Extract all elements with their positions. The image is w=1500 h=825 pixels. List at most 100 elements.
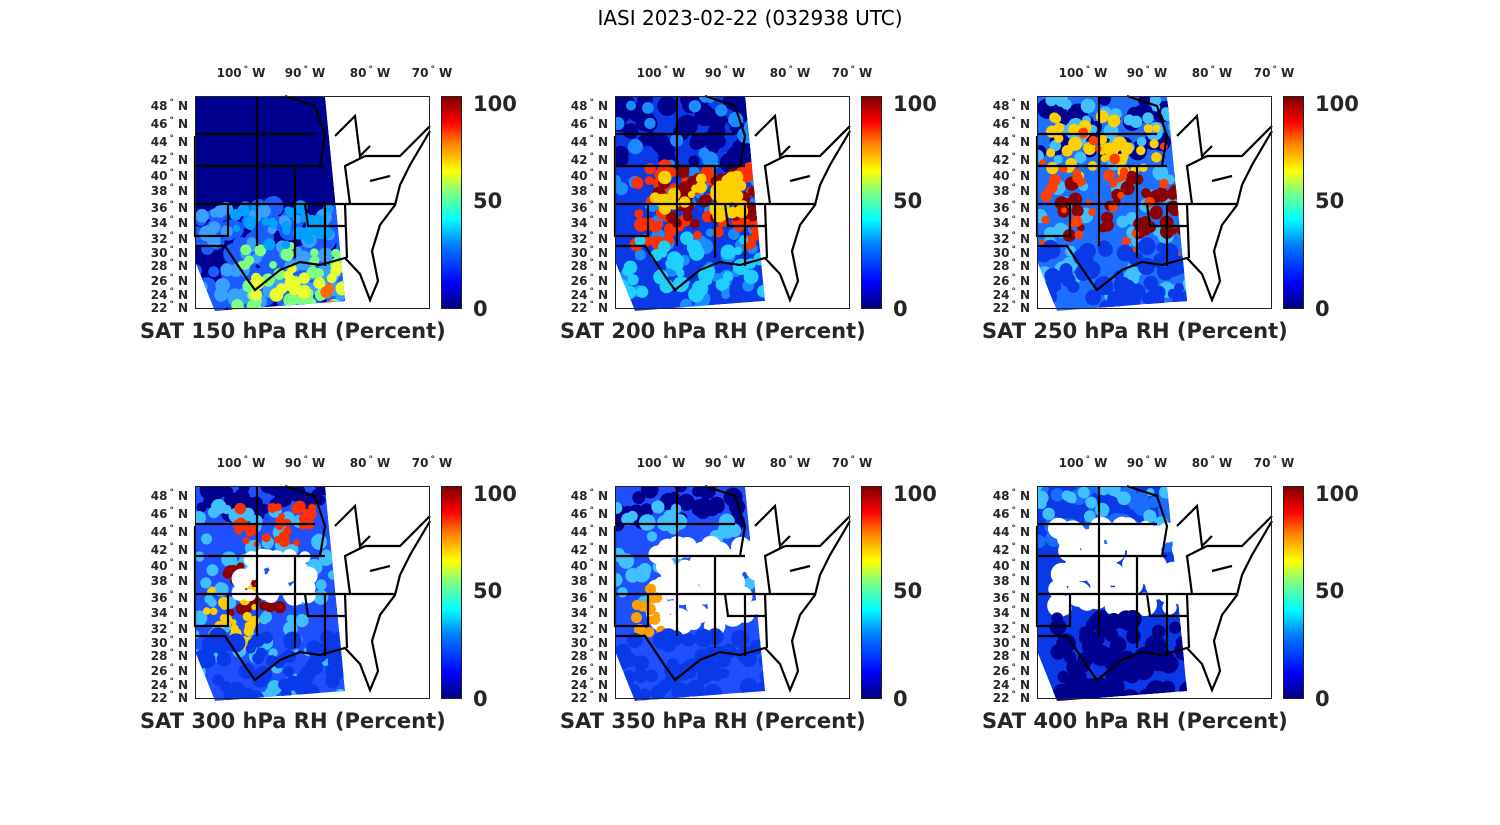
rh-observation <box>1097 240 1111 254</box>
lat-tick-label: 24 ° N <box>992 677 1030 692</box>
lat-tick-label: 34 ° N <box>150 605 188 620</box>
rh-observation <box>652 631 670 649</box>
colorbar-tick-label: 50 <box>473 579 503 603</box>
rh-observation <box>1182 166 1187 183</box>
rh-observation <box>210 498 227 515</box>
rh-observation <box>1085 289 1102 306</box>
rh-observation <box>1076 658 1091 673</box>
boundary-line <box>369 174 391 183</box>
rh-observation <box>1177 562 1187 581</box>
rh-observation <box>1048 579 1068 599</box>
rh-observation <box>658 679 672 693</box>
boundary-line <box>1185 203 1191 259</box>
lat-tick-label: 46 ° N <box>150 116 188 131</box>
rh-observation <box>1169 621 1182 634</box>
rh-observation <box>1136 145 1146 156</box>
rh-observation <box>743 577 756 590</box>
lat-tick-label: 42 ° N <box>992 152 1030 167</box>
rh-observation <box>265 574 281 590</box>
rh-observation <box>1163 112 1172 122</box>
rh-observation <box>1186 668 1187 689</box>
lat-tick-label: 48 ° N <box>150 98 188 113</box>
colorbar-tick-label: 0 <box>893 687 908 711</box>
rh-observation <box>1103 123 1119 140</box>
colorbar <box>1283 96 1304 309</box>
rh-observation <box>242 536 250 545</box>
colorbar-tick-label: 50 <box>893 579 923 603</box>
boundary-line <box>1185 155 1208 205</box>
colorbar <box>861 96 882 309</box>
lat-tick-label: 44 ° N <box>570 524 608 539</box>
rh-observation <box>670 608 690 628</box>
rh-observation <box>273 600 287 614</box>
rh-observation <box>615 547 626 563</box>
rh-observation <box>748 536 765 561</box>
map-panel-400: 100 ° W 90 ° W 80 ° W 70 ° W 48 ° N 46 ° N 44 ° N 42 ° N 40 ° N 38 °… <box>982 445 1402 745</box>
rh-observation <box>1098 222 1109 233</box>
rh-observation <box>328 301 340 311</box>
rh-observation <box>1079 628 1098 647</box>
boundary-line <box>723 593 765 618</box>
boundary-line <box>284 94 327 167</box>
rh-observation <box>711 117 724 131</box>
lat-tick-label: 36 ° N <box>570 590 608 605</box>
lat-tick-label: 32 ° N <box>992 231 1030 246</box>
boundary-line <box>763 545 786 595</box>
rh-observation <box>666 211 679 224</box>
rh-observation <box>258 503 270 515</box>
rh-observation <box>200 577 212 589</box>
rh-observation <box>213 205 226 218</box>
rh-observation <box>1139 163 1148 172</box>
lon-tick-label: 80 ° W <box>1191 455 1233 470</box>
rh-observation <box>195 511 206 525</box>
rh-observation <box>238 486 250 494</box>
rh-observation <box>1151 152 1162 163</box>
rh-observation <box>746 104 758 116</box>
rh-observation <box>750 543 762 555</box>
rh-observation <box>702 194 712 205</box>
rh-observation <box>1145 288 1165 308</box>
lat-tick-label: 40 ° N <box>992 558 1030 573</box>
map-frame <box>615 486 850 699</box>
rh-observation <box>1148 302 1159 311</box>
rh-observation <box>766 693 781 708</box>
rh-observation <box>737 692 749 701</box>
rh-observation <box>212 674 224 686</box>
lat-tick-label: 32 ° N <box>150 621 188 636</box>
boundary-line <box>1126 484 1169 557</box>
rh-observation <box>1057 670 1070 683</box>
rh-observation <box>615 502 623 514</box>
lat-tick-label: 34 ° N <box>150 215 188 230</box>
rh-observation <box>681 633 696 647</box>
rh-observation <box>644 176 654 185</box>
lat-tick-label: 42 ° N <box>150 542 188 557</box>
rh-observation <box>221 551 238 568</box>
map-frame <box>1037 486 1272 699</box>
rh-observation <box>692 486 703 497</box>
rh-observation <box>1116 244 1134 262</box>
rh-observation <box>1079 252 1094 266</box>
boundary-line <box>704 94 747 167</box>
rh-observation <box>283 292 298 308</box>
rh-observation <box>1117 191 1125 199</box>
lat-tick-label: 30 ° N <box>570 245 608 260</box>
lat-tick-label: 24 ° N <box>570 287 608 302</box>
rh-observation <box>1156 262 1175 281</box>
lat-tick-label: 36 ° N <box>150 200 188 215</box>
lat-tick-label: 48 ° N <box>570 488 608 503</box>
rh-observation <box>223 243 245 265</box>
lat-tick-label: 24 ° N <box>570 677 608 692</box>
rh-observation <box>231 299 244 311</box>
rh-observation <box>747 556 764 573</box>
rh-observation <box>323 300 338 311</box>
rh-observation <box>653 611 661 619</box>
boundary-line <box>1207 515 1273 548</box>
rh-observation <box>260 611 273 623</box>
rh-observation <box>712 572 735 595</box>
rh-observation <box>207 234 221 248</box>
rh-observation <box>644 627 655 638</box>
rh-observation <box>694 541 709 556</box>
colorbar-tick-label: 100 <box>473 482 517 506</box>
boundary-line <box>284 484 327 557</box>
lon-tick-label: 100 ° W <box>1058 65 1108 80</box>
